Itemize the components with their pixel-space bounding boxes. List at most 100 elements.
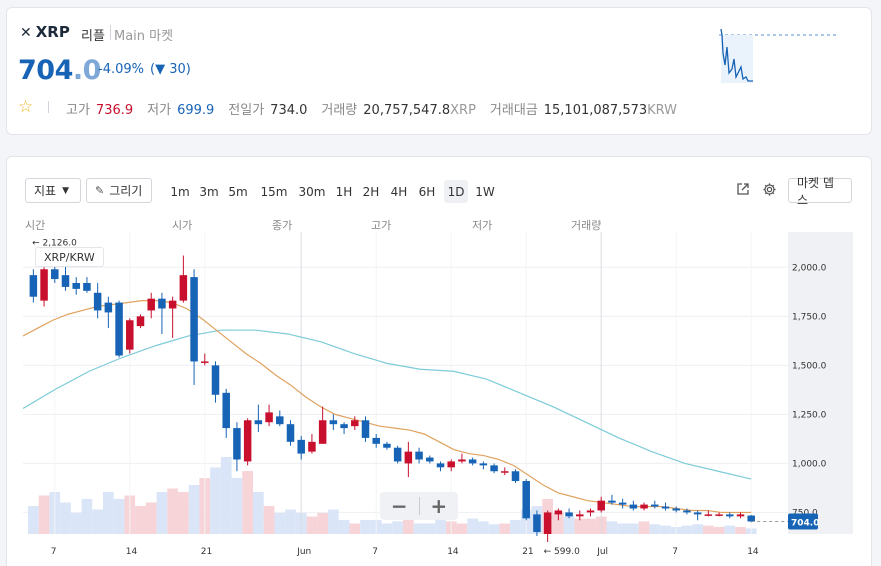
volume-bar [638,521,650,534]
volume-bar [135,506,146,534]
x-tick-label: 7 [51,547,57,557]
volume-bar [263,506,275,534]
candle [479,463,488,466]
candle [254,420,263,425]
candle [747,515,755,522]
zoom-in-button[interactable]: + [430,494,448,518]
interval-2h[interactable]: 2H [362,184,380,199]
column-header: 시가 [172,219,193,232]
market-depth-button[interactable]: 마켓 뎁스 [788,176,852,207]
stat-item: 고가 736.9 [66,103,133,118]
volume-bar [628,523,639,534]
indicator-dropdown[interactable]: 지표 ▼ [25,178,81,203]
candle [618,502,627,505]
divider [48,101,49,113]
interval-1m[interactable]: 1m [170,184,190,199]
chart-pair-label: XRP/KRW [35,247,104,267]
stat-unit: XRP [450,103,476,118]
candle [179,275,188,301]
volume-bar [435,520,446,534]
price-axis-bg [788,232,853,534]
candle [415,451,423,460]
candle [511,471,520,482]
candle [426,457,434,462]
candle [93,292,102,311]
interval-6h[interactable]: 6H [418,184,436,199]
gear-icon[interactable] [762,182,780,200]
candle [340,424,348,429]
volume-bar [478,521,489,534]
interval-3m[interactable]: 3m [199,184,219,199]
favorite-star-icon[interactable]: ☆ [18,97,34,117]
candle [158,298,166,309]
stat-label: 저가 [147,103,172,118]
interval-1d[interactable]: 1D [444,180,468,203]
candle [640,504,648,509]
volume-bar [103,492,114,534]
y-tick-label: 1,000.0 [792,459,827,469]
stat-item: 저가 699.9 [147,103,214,118]
candle [168,300,177,309]
coin-korean-name: 리플 [81,29,105,44]
stat-value: 699.9 [177,103,215,118]
interval-15m[interactable]: 15m [260,184,288,199]
candle [576,514,584,517]
volume-bar [231,478,243,534]
interval-4h[interactable]: 4H [390,184,408,199]
candle [83,282,91,291]
candle [361,420,370,438]
candle [233,428,241,460]
candle [447,461,455,468]
volume-bar [317,513,328,534]
candle [136,316,145,327]
pencil-icon: ✎ [95,184,105,197]
candle [736,514,745,517]
interval-1h[interactable]: 1H [335,184,353,199]
volume-bar [70,513,82,534]
stat-value: 15,101,087,573 [543,103,648,118]
volume-bar [403,520,414,534]
candle [72,282,80,289]
current-price-label: 704.0 [791,518,819,528]
zoom-controls: − + [380,492,458,520]
volume-bar [28,506,39,534]
x-tick-label: 14 [126,547,138,557]
volume-bar [713,527,725,534]
candlestick-chart[interactable]: 2,000.0 1,750.0 1,500.0 1,250.0 1,000.0 750.0… [23,232,853,563]
candle [243,420,252,462]
volume-bar [349,523,361,534]
interval-1w[interactable]: 1W [475,184,495,199]
current-price-badge [788,513,818,530]
draw-button[interactable]: ✎ 그리기 [86,178,152,203]
time-axis-bg [23,534,853,563]
stat-unit: KRW [647,103,678,118]
expand-icon[interactable] [736,182,754,200]
x-tick-label: Jul [596,547,608,557]
interval-30m[interactable]: 30m [298,184,326,199]
stat-label: 거래량 [321,103,358,118]
candle [393,447,402,462]
zoom-out-button[interactable]: − [390,494,408,518]
candle [554,510,563,515]
xrp-logo-icon: ✕ [20,25,32,41]
volume-bar [178,492,189,534]
stat-value: 736.9 [95,103,134,118]
volume-bar [92,509,103,534]
x-tick-label: 14 [747,547,759,557]
candle [351,420,359,427]
volume-bar [617,523,628,534]
volume-bar [156,492,168,534]
stat-label: 고가 [66,103,90,118]
divider [418,497,420,515]
candle [126,320,134,350]
candle [533,514,541,533]
volume-bar [210,467,221,534]
x-tick-label: 21 [201,547,212,557]
stat-item: 거래대금 15,101,087,573KRW [490,103,677,118]
candle [683,510,691,513]
price-stats: 고가 736.9 저가 699.9 전일가 734.0 거래량 20,757,547.8XRP… [66,99,677,118]
current-price: 704.0 [18,55,101,86]
y-tick-label: 1,500.0 [792,361,827,371]
candle [211,365,220,395]
interval-5m[interactable]: 5m [228,184,248,199]
